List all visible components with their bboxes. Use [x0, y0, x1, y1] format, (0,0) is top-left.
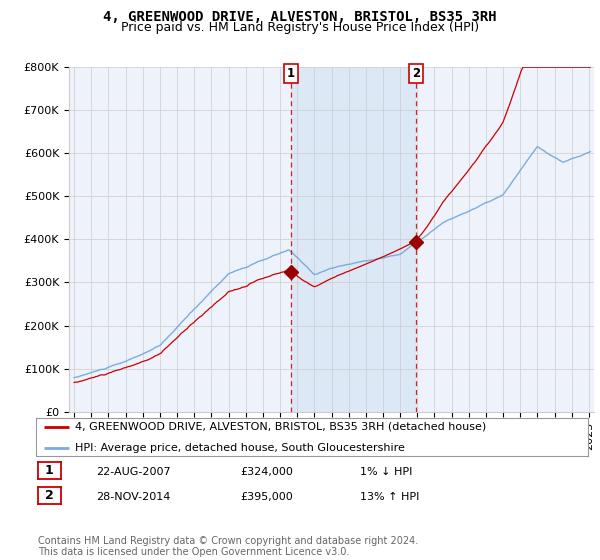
Text: Contains HM Land Registry data © Crown copyright and database right 2024.
This d: Contains HM Land Registry data © Crown c…	[38, 535, 418, 557]
Bar	[291, 67, 416, 412]
Text: 2: 2	[412, 67, 420, 80]
Text: 28-NOV-2014: 28-NOV-2014	[96, 492, 170, 502]
Text: Price paid vs. HM Land Registry's House Price Index (HPI): Price paid vs. HM Land Registry's House …	[121, 21, 479, 34]
Text: 4, GREENWOOD DRIVE, ALVESTON, BRISTOL, BS35 3RH (detached house): 4, GREENWOOD DRIVE, ALVESTON, BRISTOL, B…	[74, 422, 486, 432]
Text: 4, GREENWOOD DRIVE, ALVESTON, BRISTOL, BS35 3RH: 4, GREENWOOD DRIVE, ALVESTON, BRISTOL, B…	[103, 10, 497, 24]
Text: 2: 2	[45, 489, 53, 502]
Text: HPI: Average price, detached house, South Gloucestershire: HPI: Average price, detached house, Sout…	[74, 443, 404, 453]
Text: 22-AUG-2007: 22-AUG-2007	[96, 466, 170, 477]
Text: £395,000: £395,000	[240, 492, 293, 502]
Text: 13% ↑ HPI: 13% ↑ HPI	[360, 492, 419, 502]
Text: 1: 1	[287, 67, 295, 80]
Text: 1: 1	[45, 464, 53, 477]
Text: 1% ↓ HPI: 1% ↓ HPI	[360, 466, 412, 477]
Text: £324,000: £324,000	[240, 466, 293, 477]
